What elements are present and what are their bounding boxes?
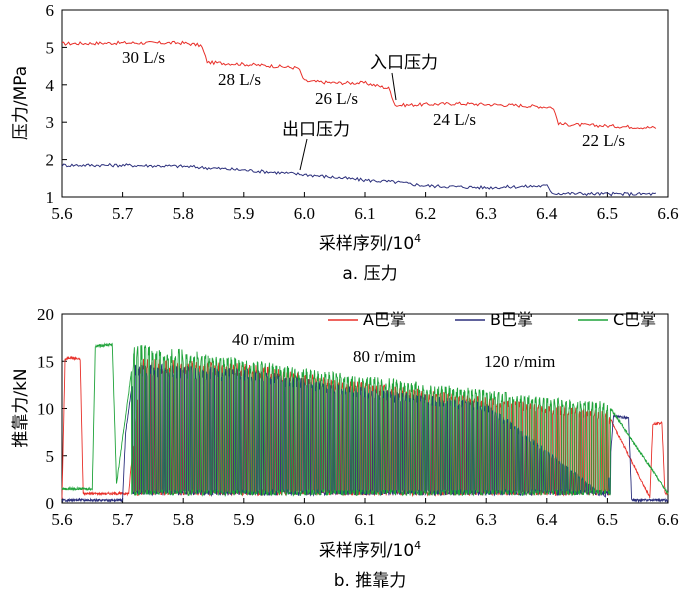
chart-b-y-ticks: 0 5 10 15 20 xyxy=(37,305,67,513)
x-tick-label: 5.8 xyxy=(173,204,194,223)
annotation-80rmim: 80 r/mim xyxy=(353,347,416,366)
x-tick-label: 6.5 xyxy=(597,204,618,223)
x-tick-label: 6.6 xyxy=(657,510,678,529)
x-tick-label: 6.2 xyxy=(415,510,436,529)
x-tick-label: 5.8 xyxy=(173,510,194,529)
x-tick-label: 5.7 xyxy=(112,204,134,223)
legend-label-a: A巴掌 xyxy=(363,310,406,329)
y-tick-label: 10 xyxy=(37,400,54,419)
annotation-26ls: 26 L/s xyxy=(315,89,358,108)
annotation-40rmim: 40 r/mim xyxy=(232,330,295,349)
x-tick-label: 5.9 xyxy=(233,510,254,529)
annotation-30ls: 30 L/s xyxy=(122,48,165,67)
series-line-outlet xyxy=(61,162,657,197)
x-tick-label: 6.3 xyxy=(476,204,497,223)
x-tick-label: 5.9 xyxy=(233,204,254,223)
chart-a-frame xyxy=(61,9,669,198)
chart-a-x-ticks: 5.6 5.7 5.8 5.9 6.0 6.1 6.2 6.3 6.4 6.5 6.6 xyxy=(51,192,679,223)
x-tick-label: 6.0 xyxy=(294,204,315,223)
legend-label-b: B巴掌 xyxy=(490,310,533,329)
x-tick-label: 6.5 xyxy=(597,510,618,529)
outlet-pressure-leader xyxy=(299,138,308,171)
chart-a: 1 2 3 4 5 6 5.6 5.7 5.8 5.9 6.0 6.1 6.2 6.3 6.4 6.5 6.6… xyxy=(11,1,679,284)
annotation-28ls: 28 L/s xyxy=(218,70,261,89)
y-tick-label: 6 xyxy=(46,1,55,20)
chart-a-caption: a. 压力 xyxy=(342,264,397,284)
series-line-c xyxy=(61,342,669,498)
x-tick-label: 5.6 xyxy=(51,204,72,223)
y-tick-label: 20 xyxy=(37,305,54,324)
y-tick-label: 15 xyxy=(37,352,54,371)
x-tick-label: 6.6 xyxy=(657,204,678,223)
x-tick-label: 6.1 xyxy=(354,204,375,223)
chart-a-ylabel: 压力/MPa xyxy=(11,66,31,140)
y-tick-label: 4 xyxy=(46,76,55,95)
y-tick-label: 0 xyxy=(46,494,55,513)
x-tick-label: 6.0 xyxy=(294,510,315,529)
chart-b-xlabel: 采样序列/104 xyxy=(319,539,421,561)
chart-a-y-ticks: 1 2 3 4 5 6 xyxy=(46,1,67,207)
x-tick-label: 6.3 xyxy=(476,510,497,529)
chart-b-legend: A巴掌 B巴掌 C巴掌 xyxy=(328,310,656,329)
annotation-24ls: 24 L/s xyxy=(433,110,476,129)
chart-a-xlabel: 采样序列/104 xyxy=(319,232,421,254)
annotation-inlet-pressure: 入口压力 xyxy=(370,53,438,73)
legend-label-c: C巴掌 xyxy=(613,310,656,329)
chart-b: 0 5 10 15 20 5.6 5.7 5.8 5.9 6.0 6.1 6.2 6.3 6.4 6.5 6… xyxy=(11,305,679,591)
x-tick-label: 6.2 xyxy=(415,204,436,223)
annotation-outlet-pressure: 出口压力 xyxy=(282,120,350,140)
x-tick-label: 5.6 xyxy=(51,510,72,529)
y-tick-label: 1 xyxy=(46,188,55,207)
x-tick-label: 5.7 xyxy=(112,510,134,529)
y-tick-label: 5 xyxy=(46,38,55,57)
x-tick-label: 6.4 xyxy=(536,204,558,223)
y-tick-label: 3 xyxy=(46,113,55,132)
chart-a-series xyxy=(61,40,657,197)
x-tick-label: 6.4 xyxy=(536,510,558,529)
y-tick-label: 2 xyxy=(46,151,55,170)
annotation-22ls: 22 L/s xyxy=(582,131,625,150)
chart-b-caption: b. 推靠力 xyxy=(334,571,407,591)
x-tick-label: 6.1 xyxy=(354,510,375,529)
chart-b-x-ticks: 5.6 5.7 5.8 5.9 6.0 6.1 6.2 6.3 6.4 6.5 6.6 xyxy=(51,498,679,529)
y-tick-label: 5 xyxy=(46,447,55,466)
annotation-120rmim: 120 r/mim xyxy=(484,352,555,371)
chart-b-series xyxy=(61,342,669,504)
chart-b-ylabel: 推靠力/kN xyxy=(11,368,31,447)
inlet-pressure-leader xyxy=(391,72,397,101)
series-line-inlet xyxy=(61,40,657,130)
